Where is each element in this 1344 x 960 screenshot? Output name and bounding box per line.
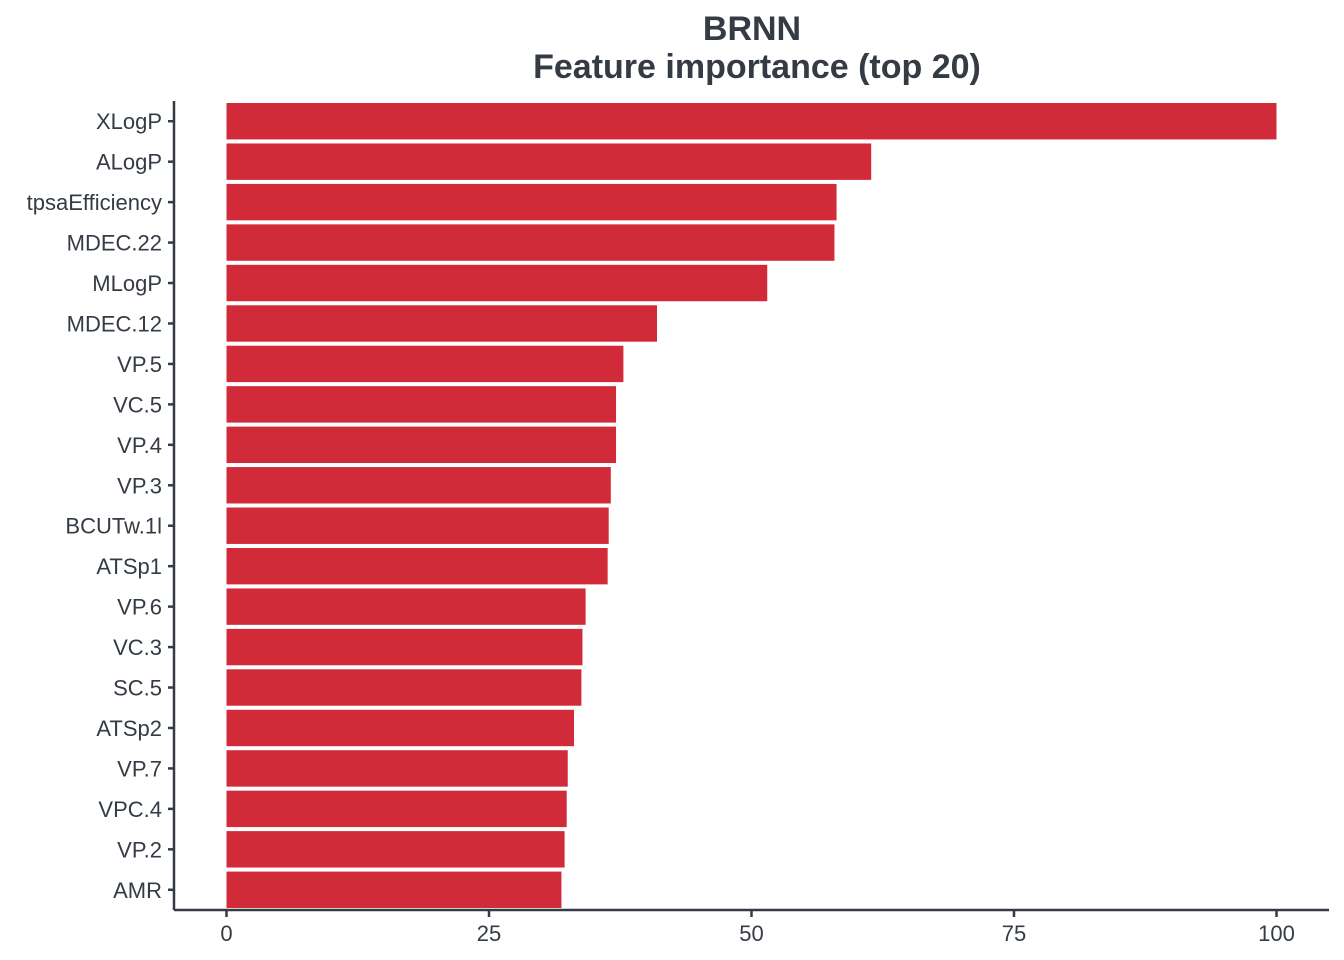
- y-tick-label: VP.7: [117, 756, 162, 781]
- y-tick-label: MLogP: [92, 271, 162, 296]
- y-tick-label: XLogP: [96, 109, 162, 134]
- chart-title-line-2: Feature importance (top 20): [533, 48, 981, 86]
- y-tick-label: VP.3: [117, 473, 162, 498]
- y-tick-label: ATSp1: [96, 554, 162, 579]
- y-tick-label: VC.5: [113, 392, 162, 417]
- y-tick-label: VP.2: [117, 837, 162, 862]
- chart-title-line-1: BRNN: [703, 10, 801, 48]
- y-tick-label: BCUTw.1l: [65, 514, 162, 539]
- x-tick-label: 0: [220, 921, 232, 946]
- bar-tpsaefficiency: [226, 183, 837, 221]
- y-tick-label: ALogP: [96, 150, 162, 175]
- bar-vp-6: [226, 588, 586, 625]
- bar-mlogp: [226, 264, 768, 302]
- y-tick-label: MDEC.12: [67, 311, 162, 336]
- bar-atsp1: [226, 547, 608, 585]
- bar-vp-7: [226, 750, 568, 787]
- bar-vp-4: [226, 426, 617, 464]
- bar-mdec-22: [226, 224, 835, 261]
- bar-atsp2: [226, 709, 575, 747]
- y-tick-label: SC.5: [113, 676, 162, 701]
- bar-mdec-12: [226, 305, 657, 342]
- bar-sc-5: [226, 669, 582, 706]
- y-tick-label: VP.6: [117, 595, 162, 620]
- x-axis: 0 25 50 75 100: [174, 908, 1329, 946]
- y-tick-label: AMR: [113, 878, 162, 903]
- y-tick-label: ATSp2: [96, 716, 162, 741]
- y-tick-label: tpsaEfficiency: [27, 190, 162, 215]
- bar-vp-5: [226, 345, 624, 383]
- x-tick-label: 50: [739, 921, 763, 946]
- bar-amr: [226, 871, 562, 908]
- y-tick-label: VPC.4: [98, 797, 162, 822]
- x-tick-label: 75: [1002, 921, 1026, 946]
- bar-vc-3: [226, 628, 583, 666]
- bar-vp-2: [226, 831, 565, 868]
- bar-vpc-4: [226, 790, 567, 828]
- y-tick-label: VP.5: [117, 352, 162, 377]
- bar-vp-3: [226, 467, 611, 504]
- bar-xlogp: [226, 103, 1277, 140]
- y-tick-label: MDEC.22: [67, 231, 162, 256]
- bar-vc-5: [226, 386, 617, 423]
- y-tick-label: VP.4: [117, 433, 162, 458]
- y-tick-label: VC.3: [113, 635, 162, 660]
- x-tick-label: 100: [1258, 921, 1295, 946]
- bars-group: [226, 103, 1277, 908]
- x-tick-label: 25: [477, 921, 501, 946]
- y-axis: XLogP ALogP tpsaEfficiency MDEC.22 MLogP MDEC…: [27, 101, 176, 910]
- bar-alogp: [226, 143, 872, 180]
- bar-bcutw-1l: [226, 507, 609, 544]
